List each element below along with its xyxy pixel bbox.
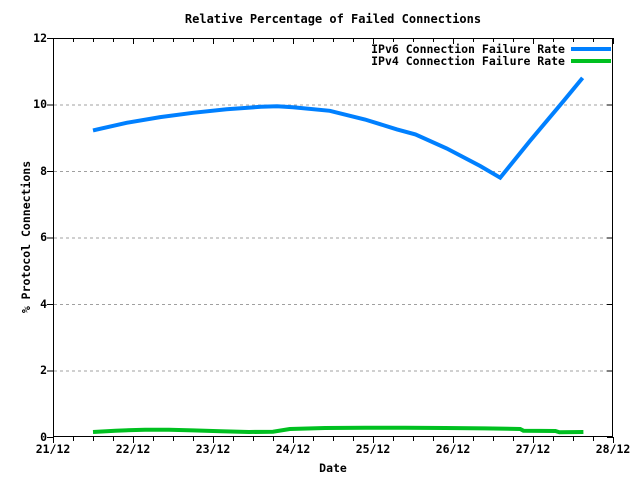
y-tick-label: 0	[40, 429, 47, 444]
y-tick-label: 8	[40, 163, 47, 178]
series-lines	[92, 76, 585, 435]
chart-title: Relative Percentage of Failed Connection…	[184, 12, 482, 26]
legend-item-ipv4: IPv4 Connection Failure Rate	[371, 54, 611, 68]
legend-label-ipv4: IPv4 Connection Failure Rate	[371, 54, 565, 68]
y-tick-label: 2	[40, 363, 47, 377]
legend-line-swatch-ipv4	[571, 59, 611, 63]
axes-and-grid	[47, 38, 614, 443]
x-tick-label: 21/12	[35, 442, 71, 456]
x-tick-label: 27/12	[515, 442, 551, 456]
x-tick-label: 24/12	[275, 442, 311, 456]
x-axis-label: Date	[319, 461, 347, 475]
x-tick-label: 26/12	[435, 442, 471, 456]
plot-border	[53, 38, 613, 437]
y-tick-label: 4	[40, 296, 47, 311]
x-tick-label: 28/12	[595, 442, 631, 456]
x-tick-label: 25/12	[355, 442, 391, 456]
y-tick-label: 6	[40, 230, 47, 244]
legend-item-ipv6: IPv6 Connection Failure Rate	[371, 42, 611, 56]
series-line-ipv6	[92, 76, 585, 181]
y-tick-label: 10	[33, 97, 47, 111]
x-tick-label: 22/12	[115, 442, 151, 456]
series-line-ipv4	[92, 425, 584, 435]
legend-line-swatch-ipv6	[571, 47, 611, 51]
y-tick-label: 12	[33, 30, 47, 45]
x-tick-label: 23/12	[195, 442, 231, 456]
legend-label-ipv6: IPv6 Connection Failure Rate	[371, 42, 565, 56]
